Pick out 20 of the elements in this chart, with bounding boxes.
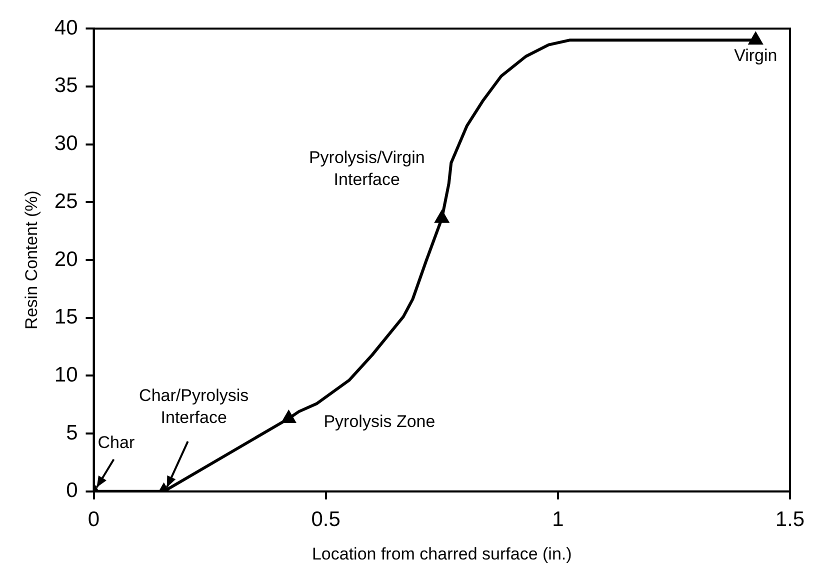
y-tick-label: 40 [54,16,78,40]
annotation: Virgin [734,46,778,65]
annotation: Pyrolysis/Virgin Interface [308,148,425,190]
y-axis-title: Resin Content (%) [22,190,41,330]
y-tick-label: 30 [54,132,78,156]
y-tick-label: 20 [54,248,78,271]
annotation: Char [98,433,135,452]
annotation: Pyrolysis Zone [324,412,436,432]
y-tick-label: 15 [54,306,78,329]
y-tick-label: 0 [66,479,78,502]
x-axis-title: Location from charred surface (in.) [312,544,572,564]
x-tick-label: 1.5 [775,508,805,531]
y-tick-label: 10 [54,363,78,386]
x-tick-label: 0 [88,508,100,531]
x-tick-label: 1 [552,508,564,531]
y-tick-label: 35 [54,74,78,98]
y-tick-label: 25 [54,190,78,213]
x-tick-label: 0.5 [311,508,340,531]
annotation: Char/Pyrolysis Interface [139,386,249,428]
y-tick-label: 5 [66,421,78,444]
